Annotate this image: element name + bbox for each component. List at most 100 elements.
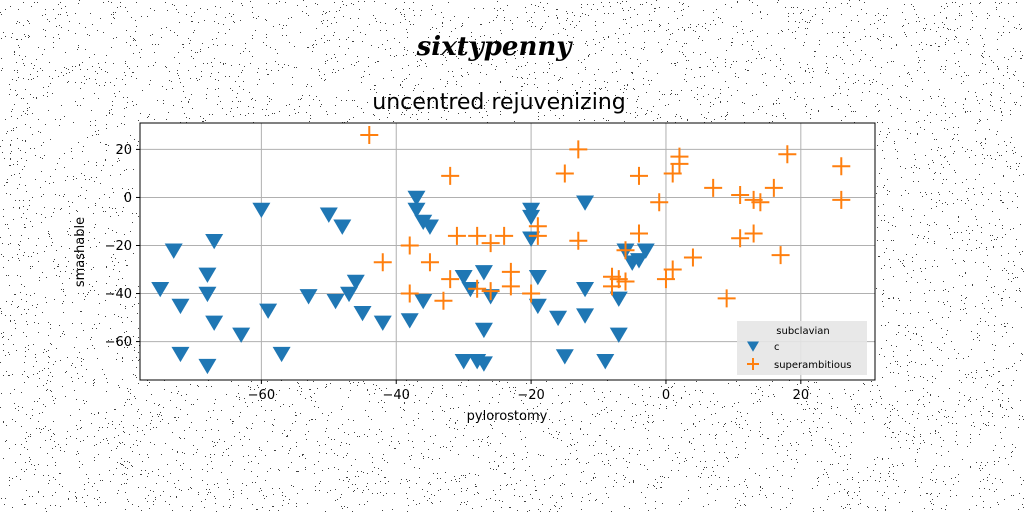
data-point-c — [609, 327, 628, 343]
data-point-superambitious — [778, 145, 797, 164]
data-point-superambitious — [744, 224, 763, 243]
data-point-superambitious — [569, 140, 588, 159]
data-point-superambitious — [495, 226, 514, 245]
x-axis-label: pylorostomy — [467, 409, 548, 424]
y-tick-label: 20 — [115, 143, 132, 158]
data-point-c — [252, 202, 271, 219]
data-point-superambitious — [468, 279, 487, 298]
data-point-superambitious — [683, 248, 702, 267]
data-point-superambitious — [400, 236, 419, 255]
data-point-c — [636, 243, 655, 259]
x-tick-label: −20 — [517, 388, 544, 403]
y-tick-label: 0 — [124, 191, 132, 206]
data-point-superambitious — [447, 226, 466, 245]
data-point-superambitious — [771, 246, 790, 265]
data-point-superambitious — [400, 284, 419, 303]
data-point-superambitious — [717, 289, 736, 308]
data-point-superambitious — [670, 147, 689, 166]
y-tick-label: −20 — [105, 239, 132, 254]
data-point-c — [198, 286, 217, 303]
legend-marker-c — [747, 341, 759, 352]
y-axis-ticks: −60 −40 −20 0 20 — [105, 143, 140, 350]
legend-marker-shape — [747, 341, 759, 352]
data-point-c — [522, 209, 541, 226]
data-point-c — [198, 267, 217, 283]
x-axis-ticks: −60 −40 −20 0 20 — [248, 380, 809, 403]
data-point-superambitious — [441, 166, 460, 185]
data-point-superambitious — [663, 260, 682, 279]
data-point-c — [528, 269, 547, 286]
x-tick-label: 0 — [662, 388, 670, 403]
data-point-c — [420, 219, 439, 235]
data-point-superambitious — [751, 193, 770, 212]
data-point-superambitious — [629, 166, 648, 185]
data-point-superambitious — [616, 241, 635, 260]
data-point-superambitious — [569, 231, 588, 250]
data-point-c — [474, 356, 493, 372]
data-point-c — [414, 293, 433, 310]
legend-marker-shape — [747, 358, 759, 370]
data-point-superambitious — [731, 229, 750, 248]
data-point-c — [454, 269, 473, 286]
data-point-superambitious — [616, 272, 635, 291]
data-point-c — [171, 346, 190, 363]
data-point-superambitious — [481, 282, 500, 301]
y-tick-label: −60 — [105, 335, 132, 350]
data-point-c — [576, 308, 595, 324]
chart-title: uncentred rejuvenizing — [372, 90, 625, 115]
legend-marker-superambitious — [747, 358, 759, 370]
data-point-c — [596, 354, 615, 370]
data-point-c — [407, 190, 426, 207]
data-point-superambitious — [656, 270, 675, 289]
data-point-c — [474, 265, 493, 281]
data-point-c — [232, 327, 251, 343]
data-point-c — [576, 195, 595, 211]
data-point-superambitious — [373, 253, 392, 272]
data-point-c — [407, 202, 426, 219]
data-point-c — [164, 243, 183, 259]
data-point-c — [171, 298, 190, 315]
data-point-superambitious — [501, 277, 520, 296]
data-point-superambitious — [434, 291, 453, 310]
axes-frame — [139, 122, 876, 381]
x-tick-label: −60 — [248, 388, 275, 403]
data-point-c — [272, 346, 291, 363]
data-point-superambitious — [650, 193, 669, 212]
legend-box — [737, 321, 867, 375]
data-point-c — [346, 274, 365, 291]
data-point-superambitious — [764, 178, 783, 197]
data-point-c — [576, 281, 595, 298]
data-point-c — [205, 315, 224, 331]
data-point-c — [629, 253, 648, 269]
data-point-superambitious — [663, 164, 682, 183]
data-point-c — [333, 219, 352, 235]
legend: subclavian c superambitious — [737, 321, 867, 375]
grid-lines — [140, 123, 875, 380]
data-point-c — [319, 207, 338, 223]
data-point-superambitious — [731, 186, 750, 205]
data-point-c — [609, 291, 628, 307]
data-point-c — [259, 303, 278, 319]
legend-title: subclavian — [776, 326, 829, 337]
data-point-superambitious — [832, 157, 851, 176]
plot-area: −60 −40 −20 0 20 −60 −40 −20 0 20 — [105, 122, 876, 403]
data-point-superambitious — [468, 226, 487, 245]
data-point-superambitious — [441, 270, 460, 289]
data-point-superambitious — [481, 234, 500, 253]
data-point-c — [205, 233, 224, 250]
data-points — [151, 126, 851, 375]
y-axis-label: smashable — [73, 217, 88, 287]
data-point-superambitious — [704, 178, 723, 197]
data-point-c — [555, 349, 574, 365]
data-point-superambitious — [522, 284, 541, 303]
legend-label-superambitious: superambitious — [774, 360, 852, 371]
data-point-superambitious — [555, 164, 574, 183]
data-point-c — [340, 286, 359, 303]
x-tick-label: −40 — [383, 388, 410, 403]
data-point-c — [373, 315, 392, 331]
data-point-c — [326, 293, 345, 310]
data-point-c — [528, 298, 547, 315]
data-point-superambitious — [528, 226, 547, 245]
figure-suptitle: sixtypenny — [416, 32, 574, 62]
data-point-c — [454, 354, 473, 370]
